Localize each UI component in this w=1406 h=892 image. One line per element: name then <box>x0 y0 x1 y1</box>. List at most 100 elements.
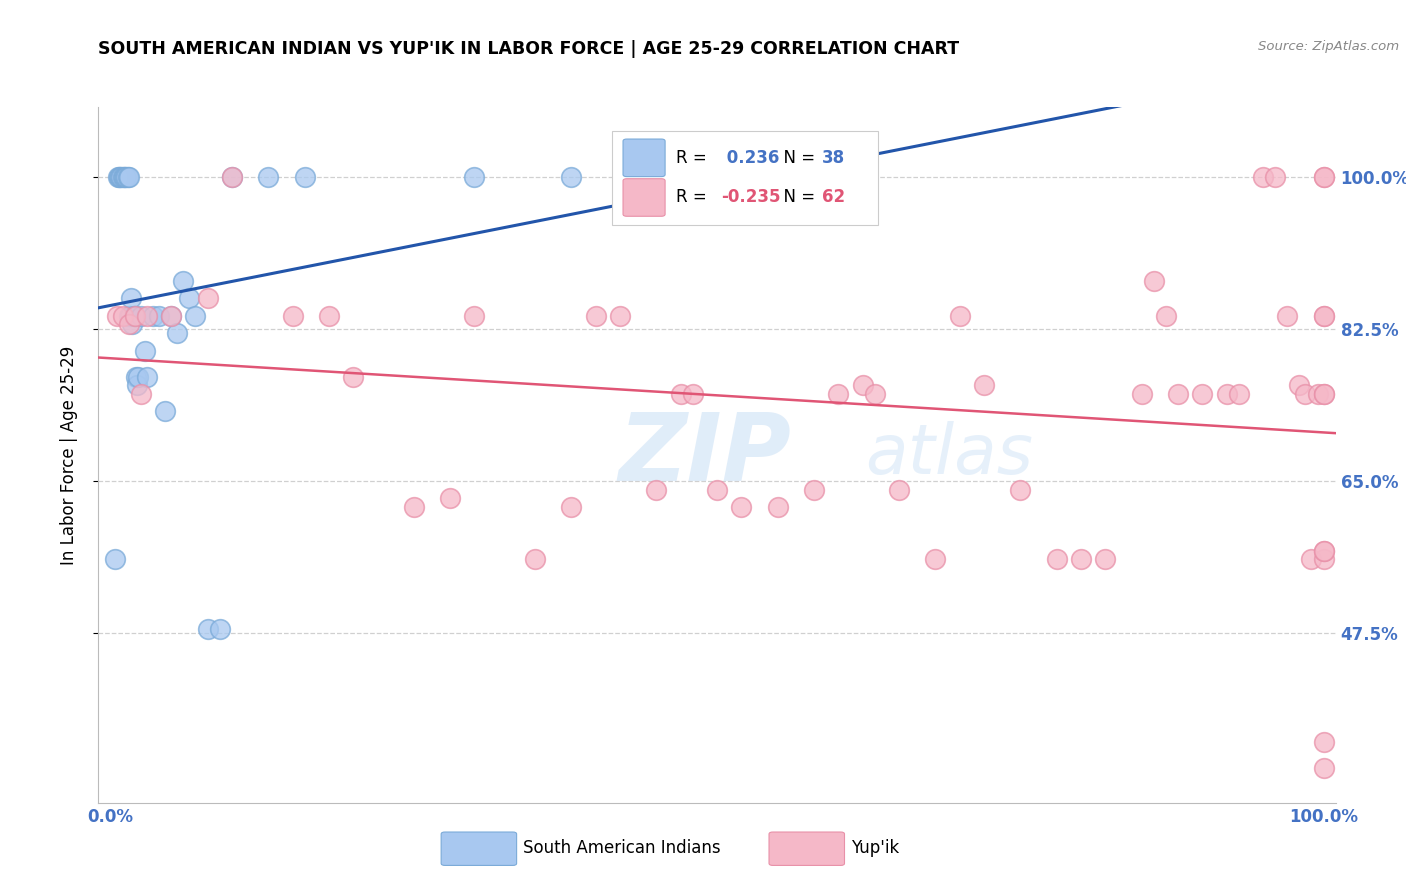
Point <box>887 483 910 497</box>
Point <box>1167 387 1189 401</box>
Point <box>1312 735 1334 749</box>
Point <box>1251 169 1274 184</box>
Point <box>121 318 143 332</box>
Text: South American Indians: South American Indians <box>523 839 720 857</box>
Point <box>342 369 364 384</box>
Point <box>160 309 183 323</box>
Point <box>111 309 134 323</box>
Point <box>110 169 132 184</box>
Point <box>118 318 141 332</box>
Point <box>197 622 219 636</box>
Point <box>1312 309 1334 323</box>
Point <box>1312 387 1334 401</box>
Point <box>118 309 141 323</box>
Point <box>124 309 146 323</box>
Text: 38: 38 <box>823 149 845 167</box>
Point <box>1227 387 1250 401</box>
Text: 0.236: 0.236 <box>721 149 779 167</box>
Text: Yup'ik: Yup'ik <box>851 839 898 857</box>
Point <box>281 309 304 323</box>
Point <box>118 309 141 323</box>
Point <box>1306 387 1329 401</box>
Point <box>645 483 668 497</box>
Point <box>682 387 704 401</box>
Point <box>120 291 142 305</box>
Point <box>1191 387 1213 401</box>
Point <box>122 309 145 323</box>
Text: ZIP: ZIP <box>619 409 792 501</box>
Text: N =: N = <box>773 149 820 167</box>
Point <box>585 309 607 323</box>
Point <box>1094 552 1116 566</box>
Point <box>766 500 789 514</box>
Point <box>142 309 165 323</box>
Point <box>197 291 219 305</box>
Point <box>463 309 485 323</box>
Point <box>172 274 194 288</box>
Point <box>1312 552 1334 566</box>
Point <box>1288 378 1310 392</box>
Point <box>221 169 243 184</box>
Point <box>104 552 127 566</box>
Point <box>1312 387 1334 401</box>
Point <box>124 309 146 323</box>
FancyBboxPatch shape <box>441 832 516 865</box>
Point <box>318 309 340 323</box>
Point <box>1143 274 1166 288</box>
Point <box>730 500 752 514</box>
Point <box>560 169 582 184</box>
Point <box>221 169 243 184</box>
Point <box>127 378 149 392</box>
Y-axis label: In Labor Force | Age 25-29: In Labor Force | Age 25-29 <box>59 345 77 565</box>
Point <box>1312 543 1334 558</box>
Point <box>439 491 461 506</box>
Point <box>117 169 139 184</box>
Point <box>111 169 134 184</box>
Point <box>115 169 138 184</box>
Point <box>179 291 201 305</box>
FancyBboxPatch shape <box>623 139 665 177</box>
Point <box>114 169 136 184</box>
Point <box>706 483 728 497</box>
Point <box>1264 169 1286 184</box>
Point <box>136 369 159 384</box>
Point <box>463 169 485 184</box>
Point <box>134 343 156 358</box>
Point <box>1312 169 1334 184</box>
Text: -0.235: -0.235 <box>721 188 780 206</box>
Point <box>973 378 995 392</box>
FancyBboxPatch shape <box>623 178 665 216</box>
Point <box>669 387 692 401</box>
Point <box>148 309 170 323</box>
Text: SOUTH AMERICAN INDIAN VS YUP'IK IN LABOR FORCE | AGE 25-29 CORRELATION CHART: SOUTH AMERICAN INDIAN VS YUP'IK IN LABOR… <box>98 40 959 58</box>
Point <box>129 309 152 323</box>
Point <box>184 309 207 323</box>
Point <box>129 387 152 401</box>
Point <box>1154 309 1177 323</box>
Point <box>1312 169 1334 184</box>
Point <box>827 387 849 401</box>
Point <box>125 369 148 384</box>
Point <box>1294 387 1316 401</box>
Point <box>1312 309 1334 323</box>
Point <box>153 404 176 418</box>
Point <box>949 309 972 323</box>
Point <box>108 169 131 184</box>
Point <box>1046 552 1069 566</box>
FancyBboxPatch shape <box>769 832 845 865</box>
Point <box>852 378 875 392</box>
Point <box>863 387 886 401</box>
Point <box>402 500 425 514</box>
Text: R =: R = <box>676 149 713 167</box>
Point <box>294 169 316 184</box>
Point <box>1070 552 1092 566</box>
Point <box>1275 309 1298 323</box>
Text: 62: 62 <box>823 188 845 206</box>
Point <box>112 169 135 184</box>
Point <box>560 500 582 514</box>
Point <box>609 309 631 323</box>
Point <box>1312 543 1334 558</box>
Text: atlas: atlas <box>866 421 1033 489</box>
Text: Source: ZipAtlas.com: Source: ZipAtlas.com <box>1258 40 1399 54</box>
Point <box>924 552 946 566</box>
